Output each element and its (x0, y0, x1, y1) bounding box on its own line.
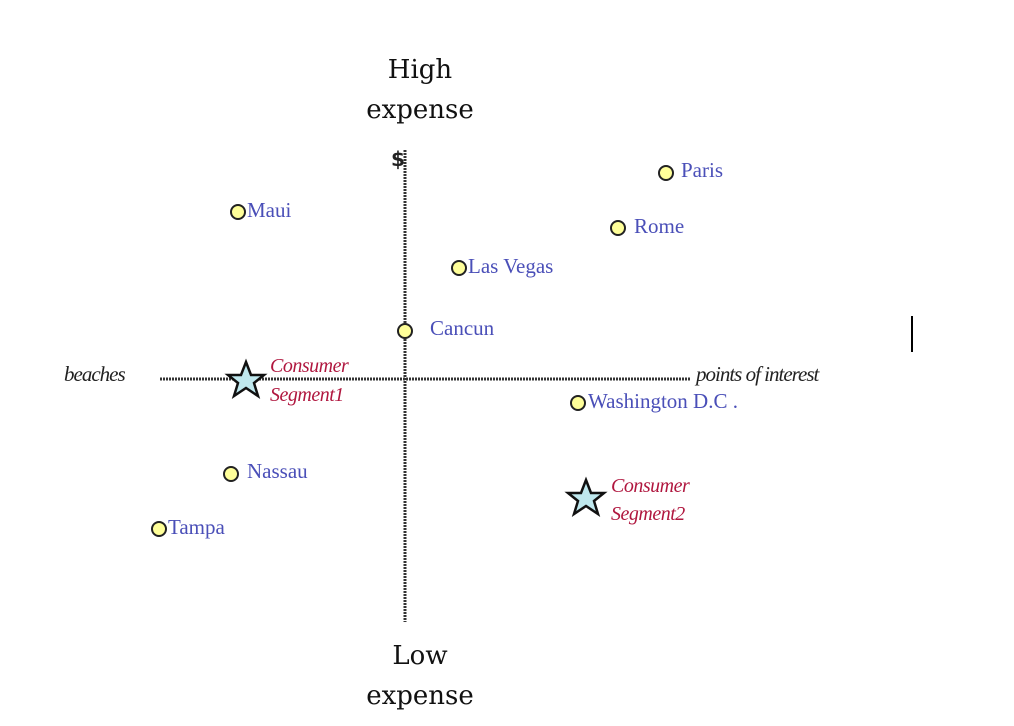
consumer-segment-1: Consumer Segment1 (224, 355, 349, 406)
city-label: Washington D.C . (588, 389, 738, 413)
city-maui: Maui (230, 198, 291, 222)
city-label: Paris (681, 158, 723, 182)
right-axis-label: points of interest (694, 362, 821, 386)
top-axis-title-line2: expense (366, 95, 474, 125)
city-marker-icon (658, 165, 674, 181)
bottom-axis-title-line2: expense (366, 681, 474, 711)
city-label: Las Vegas (468, 254, 553, 278)
city-tampa: Tampa (151, 515, 226, 539)
city-label: Rome (634, 214, 684, 238)
city-marker-icon (451, 260, 467, 276)
city-nassau: Nassau (223, 459, 308, 483)
city-marker-icon (397, 323, 413, 339)
segment-label-line2: Segment2 (611, 503, 685, 525)
city-marker-icon (230, 204, 246, 220)
city-washington-dc: Washington D.C . (570, 389, 738, 413)
star-icon (564, 476, 608, 517)
city-label: Cancun (430, 316, 495, 340)
segment-label-line2: Segment1 (270, 384, 344, 406)
left-axis-label: beaches (64, 362, 125, 386)
top-axis-title-line1: High (388, 55, 453, 85)
city-marker-icon (223, 466, 239, 482)
city-label: Maui (247, 198, 291, 222)
dollar-sign-icon: $ (391, 147, 405, 171)
star-icon (224, 358, 268, 399)
segment-label-line1: Consumer (270, 355, 349, 377)
consumer-segment-2: Consumer Segment2 (564, 475, 690, 525)
city-las-vegas: Las Vegas (451, 254, 553, 278)
city-label: Nassau (247, 459, 308, 483)
city-marker-icon (570, 395, 586, 411)
city-marker-icon (610, 220, 626, 236)
city-marker-icon (151, 521, 167, 537)
city-rome: Rome (610, 214, 684, 238)
city-cancun: Cancun (397, 316, 495, 340)
city-paris: Paris (658, 158, 723, 182)
bottom-axis-title-line1: Low (392, 641, 447, 671)
city-label: Tampa (168, 515, 226, 539)
segment-label-line1: Consumer (611, 475, 690, 497)
